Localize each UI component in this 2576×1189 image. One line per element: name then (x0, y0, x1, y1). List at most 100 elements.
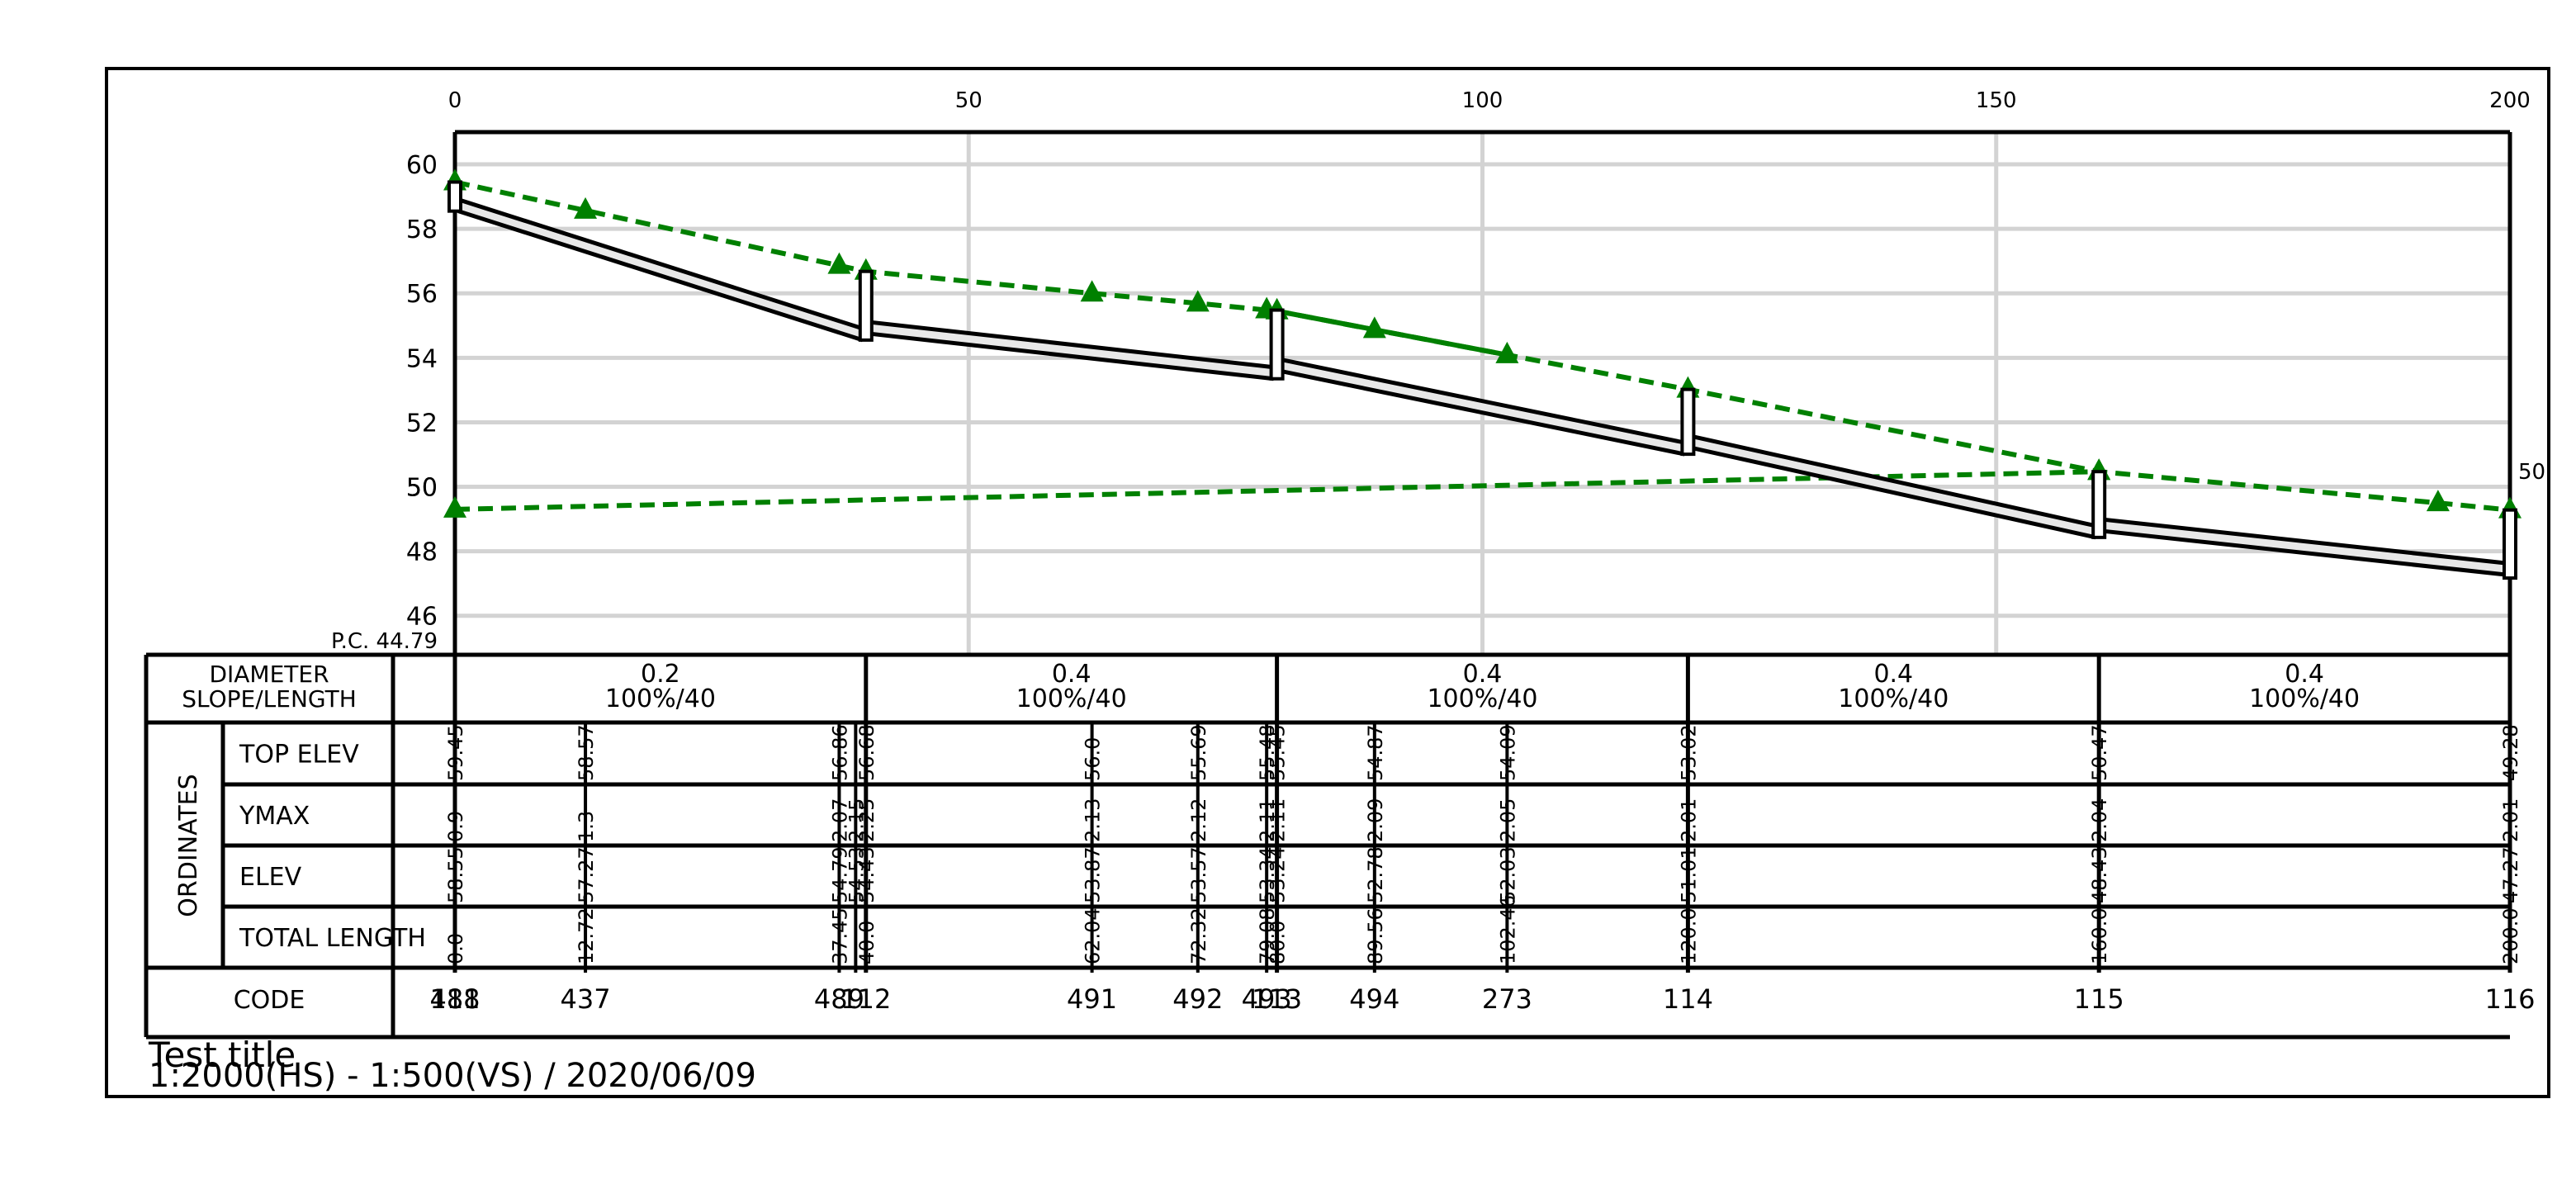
pipe-invert-line (1690, 445, 2096, 540)
station-value: 55.45 (1267, 724, 1290, 781)
pipe-invert-line (2101, 528, 2507, 577)
station-value: 56.68 (855, 724, 878, 781)
pc-label: P.C. 44.79 (331, 629, 438, 654)
segment-diameter: 0.4 (1873, 660, 1913, 689)
pipe-invert-line (457, 209, 864, 343)
station-code: 115 (2074, 983, 2124, 1015)
grid (452, 132, 2512, 655)
station-code: 494 (1349, 983, 1399, 1015)
station-value: 200.0 (2499, 907, 2522, 964)
ground-point-marker (443, 495, 466, 518)
station-value: 53.02 (1677, 724, 1700, 781)
y-tick-label-duplicate: 50 (406, 474, 438, 503)
station-value: 2.01 (2499, 798, 2522, 842)
segment-slope-length: 100%/40 (605, 685, 716, 713)
station-value: 12.72 (575, 907, 598, 964)
station-code: 273 (1482, 983, 1532, 1015)
station-value: 62.04 (1082, 907, 1105, 964)
segment-slope-length: 100%/40 (1838, 685, 1949, 713)
station-code: 112 (841, 983, 891, 1015)
station-value: 40.0 (855, 921, 878, 964)
station-value: 2.12 (1187, 798, 1210, 842)
pipe-profile (447, 180, 2517, 580)
station-value: 48.43 (2088, 846, 2111, 903)
station-value: 160.0 (2088, 907, 2111, 964)
title-block: Test title 1:2000(HS) - 1:500(VS) / 2020… (148, 1035, 756, 1095)
segment-diameter: 0.4 (1052, 660, 1091, 689)
station-code: 481 (429, 983, 480, 1015)
y-tick-label: 50 (406, 474, 438, 503)
pipe-invert-line (869, 331, 1274, 381)
y-tick-label: 52 (406, 409, 438, 438)
y-tick-label: 54 (406, 344, 438, 373)
station-code: 113 (1252, 983, 1302, 1015)
pipe-crown-line (2101, 517, 2507, 566)
station-value: 1.3 (575, 811, 598, 842)
pipe-fill (1691, 436, 2096, 538)
ground-point-marker (574, 197, 598, 219)
station-value: 56.86 (828, 724, 851, 781)
x-tick-label: 50 (955, 88, 983, 113)
ordinates-label: ORDINATES (174, 774, 203, 917)
station-value: 2.25 (855, 798, 878, 842)
station-value: 2.04 (2088, 798, 2111, 842)
station-value: 37.45 (828, 907, 851, 964)
outer-frame (105, 67, 2550, 1098)
ground-point-marker (1186, 290, 1210, 312)
y-tick-label: 60 (406, 151, 438, 180)
y-tick-label: 58 (406, 216, 438, 244)
chart-subtitle: 1:2000(HS) - 1:500(VS) / 2020/06/09 (149, 1057, 756, 1095)
ground-point-marker (827, 252, 851, 274)
station-value: 54.43 (855, 846, 878, 903)
right-edge-label: 50 (2518, 460, 2545, 485)
code-label: CODE (234, 986, 305, 1015)
station-value: 52.03 (1496, 846, 1519, 903)
pipe-fill (2102, 519, 2507, 576)
x-tick-label: 0 (448, 88, 462, 113)
pipe-crown-line (457, 197, 864, 331)
station-code: 491 (1067, 983, 1117, 1015)
row-label: TOP ELEV (239, 741, 359, 770)
station-value: 55.48 (1256, 724, 1279, 781)
manhole (1269, 308, 1285, 381)
chart-title: Test title (148, 1035, 296, 1075)
x-tick-label: 150 (1976, 88, 2017, 113)
station-value: 2.11 (1256, 798, 1279, 842)
station-value: 51.01 (1677, 846, 1700, 903)
y-tick-label: 46 (406, 603, 438, 632)
ground-point-marker (1080, 280, 1104, 302)
station-value: 54.79 (828, 846, 851, 903)
station-value: 54.53 (845, 846, 868, 903)
station-value: 2.09 (1364, 798, 1387, 842)
station-value: 72.32 (1187, 907, 1210, 964)
station-value: 54.87 (1364, 724, 1387, 781)
station-value: 50.47 (2088, 724, 2111, 781)
manhole (858, 269, 874, 342)
segment-slope-length: 100%/40 (1427, 685, 1537, 713)
station-value: 89.56 (1364, 907, 1387, 964)
ground-solid-segment (1276, 308, 1508, 358)
manhole (1680, 387, 1696, 457)
station-value: 47.27 (2499, 846, 2522, 903)
station-value: 49.28 (2499, 724, 2522, 781)
pipe-fill (1280, 359, 1685, 455)
pipe-crown-line (1280, 357, 1685, 445)
segment-diameter: 0.2 (641, 660, 680, 689)
station-value: 53.57 (1187, 846, 1210, 903)
station-value: 53.87 (1082, 846, 1105, 903)
station-value: 2.11 (1267, 798, 1290, 842)
row-label: ELEV (239, 863, 302, 892)
station-value: 57.27 (575, 846, 598, 903)
station-value: 53.24 (1267, 846, 1290, 903)
station-value: 55.69 (1187, 724, 1210, 781)
x-tick-label: 100 (1462, 88, 1503, 113)
station-value: 79.08 (1256, 907, 1279, 964)
segment-slope-length: 100%/40 (1016, 685, 1127, 713)
y-tick-label: 48 (406, 538, 438, 567)
pipe-invert-line (1280, 368, 1685, 457)
ground-point-marker (1362, 316, 1386, 339)
station-value: 102.46 (1496, 895, 1519, 964)
diameter-label: DIAMETER (209, 661, 329, 688)
